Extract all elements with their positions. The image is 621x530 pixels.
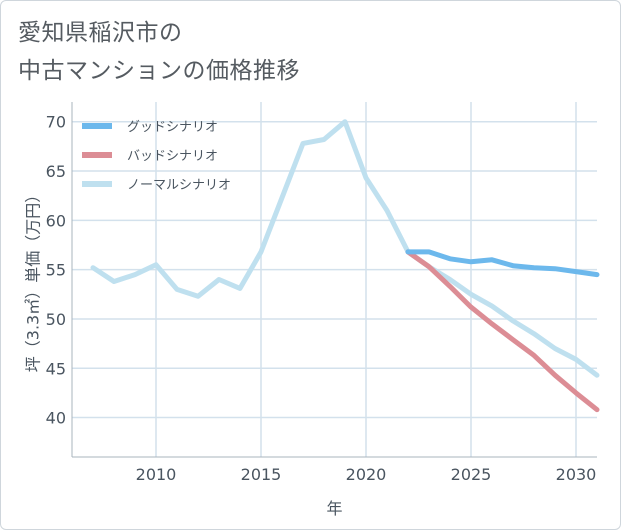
x-tick-label: 2025 [451,465,492,484]
y-tick-label: 55 [46,261,66,280]
legend-label: バッドシナリオ [127,149,218,164]
legend-label: ノーマルシナリオ [127,178,231,193]
y-axis-title: 坪（3.3㎡）単価（万円） [24,187,43,372]
y-tick-label: 45 [46,359,66,378]
x-tick-label: 2020 [346,465,387,484]
y-tick-label: 65 [46,162,66,181]
axis-ticks: 40 45 50 55 60 65 70 2010 2015 2020 2025 2030 [46,113,597,484]
title-line-2: 中古マンションの価格推移 [18,58,300,84]
y-tick-label: 40 [46,409,66,428]
title-line-1: 愛知県稲沢市の [18,20,183,46]
x-tick-label: 2010 [136,465,177,484]
x-tick-label: 2030 [556,465,597,484]
series-lines [90,119,600,413]
series-line-2 [405,249,600,413]
y-tick-label: 60 [46,211,66,230]
chart-title: 愛知県稲沢市の 中古マンションの価格推移 [18,14,300,90]
y-tick-label: 50 [46,310,66,329]
plot-area [71,102,597,458]
y-tick-label: 70 [46,113,66,132]
series-line-3 [90,119,600,378]
x-axis-title: 年 [326,499,342,518]
legend-label: グッドシナリオ [127,120,218,135]
series-line-1 [405,249,600,278]
x-tick-label: 2015 [241,465,282,484]
